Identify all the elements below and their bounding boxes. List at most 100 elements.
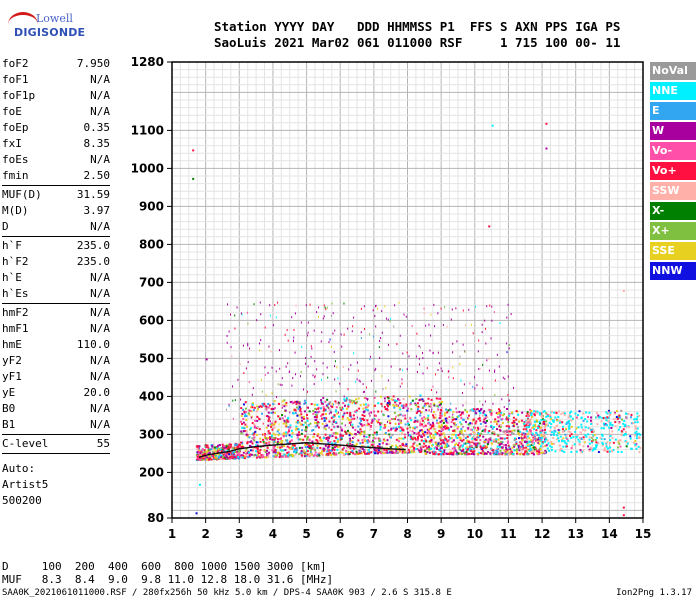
echo-point <box>509 449 512 452</box>
echo-point <box>212 443 215 446</box>
echo-point <box>534 437 537 440</box>
echo-point <box>630 447 633 450</box>
echo-point <box>253 423 256 426</box>
echo-point <box>279 455 282 458</box>
echo-point <box>489 437 492 440</box>
param-row: h`E N/A <box>2 270 110 286</box>
echo-point <box>602 416 605 419</box>
echo-point <box>622 514 625 517</box>
echo-point <box>461 391 463 394</box>
echo-point <box>448 452 451 455</box>
echo-point <box>422 400 425 403</box>
echo-point <box>386 317 388 320</box>
echo-point <box>596 423 599 426</box>
echo-point <box>313 403 316 406</box>
echo-point <box>404 417 407 420</box>
echo-point <box>444 412 447 415</box>
echo-point <box>543 440 546 443</box>
echo-point <box>499 415 502 418</box>
echo-point <box>251 393 253 396</box>
echo-point <box>276 451 279 454</box>
echo-point <box>354 433 357 436</box>
echo-point <box>363 438 366 441</box>
echo-point <box>243 410 246 413</box>
echo-point <box>490 421 492 424</box>
y-tick-label: 400 <box>139 389 164 403</box>
echo-point <box>298 406 301 409</box>
echo-point <box>330 416 333 419</box>
echo-point <box>472 426 475 429</box>
echo-point <box>427 436 430 439</box>
echo-point <box>526 430 529 433</box>
echo-point <box>225 444 228 447</box>
echo-point <box>229 445 232 448</box>
echo-point <box>562 425 565 428</box>
echo-point <box>328 426 330 429</box>
artist-version: Artist5 <box>2 478 49 491</box>
echo-point <box>492 449 495 452</box>
echo-point <box>416 370 418 373</box>
echo-point <box>620 430 623 433</box>
echo-point <box>232 450 235 453</box>
echo-point <box>430 444 433 447</box>
echo-point <box>374 414 377 417</box>
echo-point <box>588 411 591 414</box>
echo-point <box>257 452 260 455</box>
echo-point <box>232 453 235 456</box>
echo-point <box>388 433 391 436</box>
echo-point <box>534 435 537 438</box>
echo-point <box>579 449 582 452</box>
echo-point <box>305 453 308 456</box>
echo-point <box>417 431 420 434</box>
echo-point <box>198 483 201 486</box>
echo-point <box>546 439 549 442</box>
param-row: fxI 8.35 <box>2 136 110 152</box>
echo-point <box>538 437 541 440</box>
echo-point <box>432 402 435 405</box>
echo-point <box>464 408 467 411</box>
echo-point <box>383 448 386 451</box>
echo-point <box>525 414 528 417</box>
echo-point <box>419 420 422 423</box>
echo-point <box>471 437 474 440</box>
echo-point <box>607 416 610 419</box>
echo-point <box>484 319 486 322</box>
echo-point <box>565 442 568 445</box>
echo-point <box>305 304 307 307</box>
echo-point <box>536 452 539 455</box>
echo-point <box>271 411 274 414</box>
param-name: yF2 <box>2 354 22 367</box>
param-row: MUF(D) 31.59 <box>2 187 110 203</box>
echo-point <box>333 425 336 428</box>
echo-point <box>521 453 524 456</box>
echo-point <box>421 398 424 401</box>
echo-point <box>379 439 382 442</box>
echo-point <box>320 440 323 443</box>
echo-point <box>439 414 442 417</box>
echo-point <box>633 434 636 437</box>
echo-point <box>245 433 248 436</box>
echo-point <box>375 367 377 370</box>
echo-point <box>609 435 612 438</box>
echo-point <box>567 421 570 424</box>
echo-point <box>419 424 422 427</box>
echo-point <box>487 438 490 441</box>
echo-point <box>206 449 209 452</box>
echo-point <box>287 339 289 342</box>
echo-point <box>506 416 508 419</box>
echo-point <box>638 436 641 439</box>
echo-point <box>511 446 514 449</box>
echo-point <box>326 366 328 369</box>
echo-point <box>530 440 533 443</box>
echo-point <box>300 432 303 435</box>
echo-point <box>261 454 264 457</box>
echo-point <box>552 437 555 440</box>
echo-point <box>472 418 475 421</box>
echo-point <box>267 443 270 446</box>
echo-point <box>461 411 464 414</box>
echo-point <box>364 439 367 442</box>
echo-point <box>468 441 471 444</box>
echo-point <box>366 441 369 444</box>
echo-point <box>525 440 528 443</box>
echo-point <box>320 414 323 417</box>
